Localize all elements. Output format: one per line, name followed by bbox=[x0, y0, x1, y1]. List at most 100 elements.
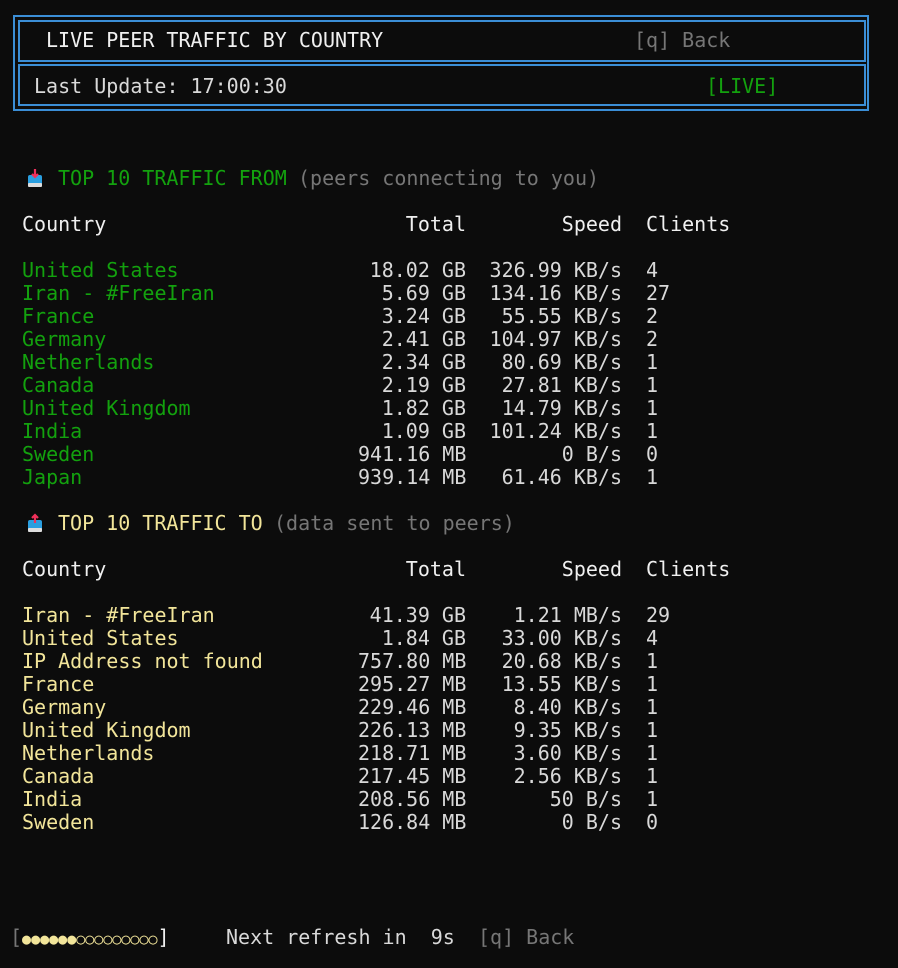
cell-total: 1.82 GB bbox=[381, 397, 466, 420]
table-row: United Kingdom 226.13 MB 9.35 KB/s 1 bbox=[22, 719, 782, 742]
cell-speed: 20.68 KB/s bbox=[501, 650, 622, 673]
progress-dot-filled: ● bbox=[67, 930, 77, 948]
cell-speed: 1.21 MB/s bbox=[513, 604, 622, 627]
cell-country: Sweden bbox=[22, 443, 95, 466]
cell-country: United States bbox=[22, 627, 179, 650]
cell-speed: 2.56 KB/s bbox=[513, 765, 622, 788]
cell-speed: 0 B/s bbox=[561, 443, 622, 466]
cell-speed: 13.55 KB/s bbox=[501, 673, 622, 696]
col-total: Total bbox=[405, 213, 466, 236]
table-row: Sweden 941.16 MB 0 B/s 0 bbox=[22, 443, 782, 466]
cell-country: France bbox=[22, 305, 95, 328]
footer-back-hint[interactable]: [q] Back bbox=[478, 925, 575, 949]
cell-total: 41.39 GB bbox=[369, 604, 466, 627]
progress-dot-filled: ● bbox=[40, 930, 50, 948]
title-bar bbox=[18, 20, 866, 62]
table-row: Iran - #FreeIran 41.39 GB 1.21 MB/s 29 bbox=[22, 604, 782, 627]
progress-dot-empty: ○ bbox=[76, 930, 86, 948]
cell-speed: 9.35 KB/s bbox=[513, 719, 622, 742]
refresh-progress: [●●●●●●○○○○○○○○○] bbox=[10, 925, 170, 949]
table-row: France 3.24 GB 55.55 KB/s 2 bbox=[22, 305, 782, 328]
table-row: Netherlands 218.71 MB 3.60 KB/s 1 bbox=[22, 742, 782, 765]
cell-clients: 0 bbox=[646, 811, 659, 834]
cell-speed: 0 B/s bbox=[561, 811, 622, 834]
cell-speed: 55.55 KB/s bbox=[501, 305, 622, 328]
cell-country: United States bbox=[22, 259, 179, 282]
outbox-upload-icon bbox=[28, 513, 42, 532]
cell-total: 226.13 MB bbox=[358, 719, 466, 742]
col-country: Country bbox=[22, 558, 107, 581]
progress-dot-empty: ○ bbox=[139, 930, 149, 948]
cell-clients: 1 bbox=[646, 466, 659, 489]
cell-total: 5.69 GB bbox=[381, 282, 466, 305]
col-speed: Speed bbox=[561, 558, 622, 581]
from-section-subtitle: (peers connecting to you) bbox=[298, 166, 600, 190]
cell-total: 757.80 MB bbox=[358, 650, 466, 673]
table-row: IP Address not found 757.80 MB 20.68 KB/s 1 bbox=[22, 650, 782, 673]
col-speed: Speed bbox=[561, 213, 622, 236]
cell-clients: 2 bbox=[646, 305, 659, 328]
cell-country: Canada bbox=[22, 374, 95, 397]
cell-clients: 1 bbox=[646, 673, 659, 696]
cell-speed: 104.97 KB/s bbox=[489, 328, 622, 351]
from-table-body: United States 18.02 GB 326.99 KB/s 4 Iran - … bbox=[22, 259, 782, 489]
cell-country: Canada bbox=[22, 765, 95, 788]
cell-clients: 1 bbox=[646, 742, 659, 765]
table-row: Germany 2.41 GB 104.97 KB/s 2 bbox=[22, 328, 782, 351]
header-frame bbox=[13, 15, 869, 111]
progress-dot-empty: ○ bbox=[103, 930, 113, 948]
last-update: Last Update: 17:00:30 bbox=[34, 74, 287, 98]
table-row: United States 1.84 GB 33.00 KB/s 4 bbox=[22, 627, 782, 650]
progress-dot-empty: ○ bbox=[121, 930, 131, 948]
table-row: Canada 2.19 GB 27.81 KB/s 1 bbox=[22, 374, 782, 397]
cell-speed: 33.00 KB/s bbox=[501, 627, 622, 650]
progress-dot-empty: ○ bbox=[112, 930, 122, 948]
progress-dot-empty: ○ bbox=[148, 930, 158, 948]
cell-country: United Kingdom bbox=[22, 397, 191, 420]
cell-clients: 1 bbox=[646, 650, 659, 673]
progress-dot-filled: ● bbox=[31, 930, 41, 948]
cell-total: 2.19 GB bbox=[381, 374, 466, 397]
to-table-body: Iran - #FreeIran 41.39 GB 1.21 MB/s 29 Unite… bbox=[22, 604, 782, 834]
cell-clients: 1 bbox=[646, 351, 659, 374]
cell-speed: 8.40 KB/s bbox=[513, 696, 622, 719]
cell-total: 295.27 MB bbox=[358, 673, 466, 696]
to-table-header: Country Total Speed Clients bbox=[22, 558, 782, 581]
table-row: United Kingdom 1.82 GB 14.79 KB/s 1 bbox=[22, 397, 782, 420]
col-total: Total bbox=[405, 558, 466, 581]
table-row: Iran - #FreeIran 5.69 GB 134.16 KB/s 27 bbox=[22, 282, 782, 305]
cell-clients: 1 bbox=[646, 374, 659, 397]
cell-total: 939.14 MB bbox=[358, 466, 466, 489]
cell-country: India bbox=[22, 788, 83, 811]
status-bar bbox=[18, 64, 866, 106]
cell-total: 126.84 MB bbox=[358, 811, 466, 834]
from-table: Country Total Speed Clients United State… bbox=[22, 213, 782, 489]
back-hint[interactable]: [q] Back bbox=[634, 28, 731, 52]
progress-dot-filled: ● bbox=[49, 930, 59, 948]
cell-total: 3.24 GB bbox=[381, 305, 466, 328]
progress-dot-empty: ○ bbox=[130, 930, 140, 948]
cell-speed: 61.46 KB/s bbox=[501, 466, 622, 489]
cell-total: 1.84 GB bbox=[381, 627, 466, 650]
cell-clients: 1 bbox=[646, 420, 659, 443]
table-row: France 295.27 MB 13.55 KB/s 1 bbox=[22, 673, 782, 696]
from-section-title: TOP 10 TRAFFIC FROM bbox=[58, 166, 287, 190]
table-row: United States 18.02 GB 326.99 KB/s 4 bbox=[22, 259, 782, 282]
table-row: Netherlands 2.34 GB 80.69 KB/s 1 bbox=[22, 351, 782, 374]
table-row: Japan 939.14 MB 61.46 KB/s 1 bbox=[22, 466, 782, 489]
cell-country: India bbox=[22, 420, 83, 443]
cell-country: Netherlands bbox=[22, 351, 155, 374]
table-row: India 208.56 MB 50 B/s 1 bbox=[22, 788, 782, 811]
cell-clients: 1 bbox=[646, 719, 659, 742]
cell-speed: 14.79 KB/s bbox=[501, 397, 622, 420]
table-row: Sweden 126.84 MB 0 B/s 0 bbox=[22, 811, 782, 834]
cell-total: 218.71 MB bbox=[358, 742, 466, 765]
table-row: Canada 217.45 MB 2.56 KB/s 1 bbox=[22, 765, 782, 788]
progress-dot-empty: ○ bbox=[85, 930, 95, 948]
cell-total: 2.34 GB bbox=[381, 351, 466, 374]
header-spacer bbox=[22, 581, 782, 604]
cell-speed: 326.99 KB/s bbox=[489, 259, 622, 282]
cell-country: Netherlands bbox=[22, 742, 155, 765]
cell-total: 229.46 MB bbox=[358, 696, 466, 719]
cell-clients: 0 bbox=[646, 443, 659, 466]
